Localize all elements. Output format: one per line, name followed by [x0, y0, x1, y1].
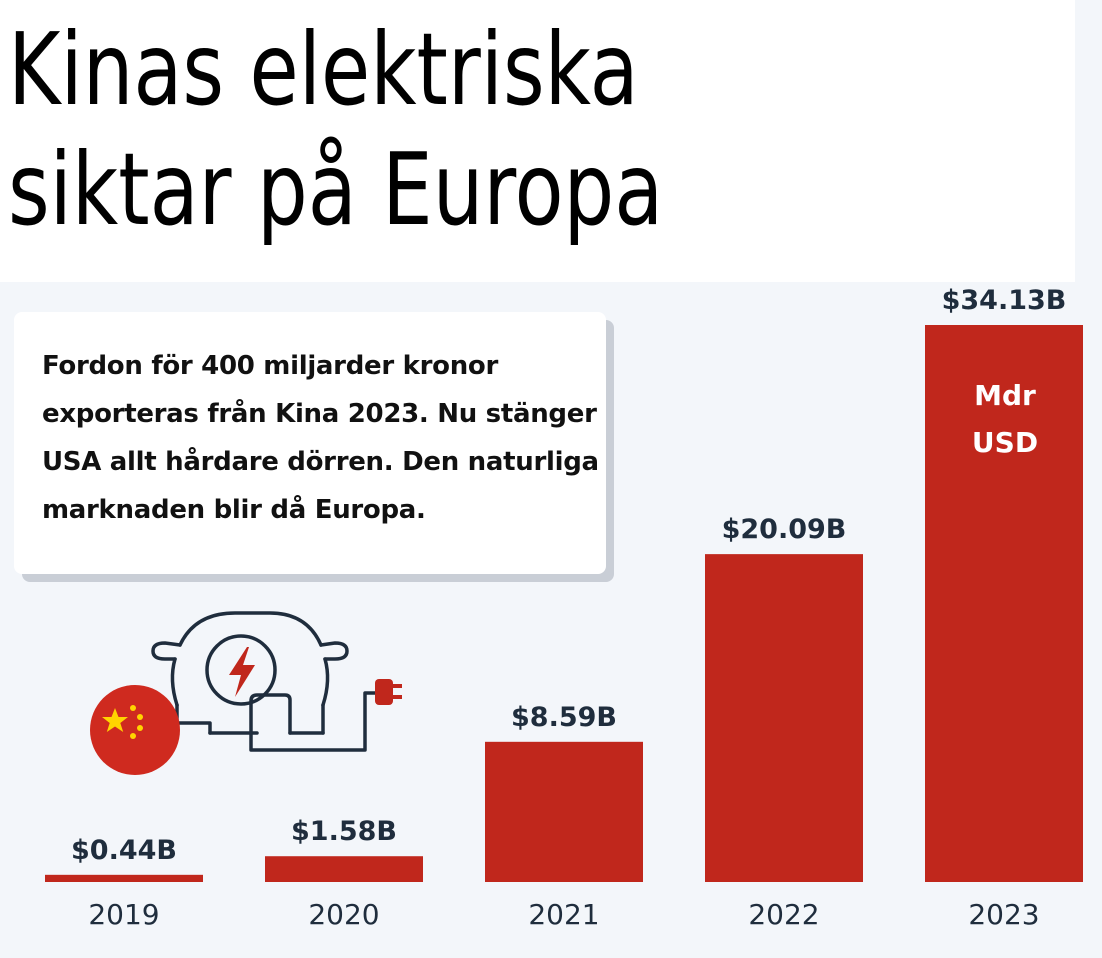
x-tick-label-2021: 2021 [528, 898, 599, 931]
unit-label-line-1: Mdr [974, 379, 1036, 412]
x-tick-label-2022: 2022 [748, 898, 819, 931]
ev-charging-illustration [90, 611, 402, 775]
title-line-2: siktar på Europa [8, 131, 664, 248]
x-tick-label-2019: 2019 [88, 898, 159, 931]
value-label-2021: $8.59B [511, 702, 617, 733]
bar-2023 [925, 325, 1083, 882]
value-label-2020: $1.58B [291, 816, 397, 847]
value-label-2023: $34.13B [942, 285, 1067, 316]
x-tick-label-2020: 2020 [308, 898, 379, 931]
bars-group: $0.44B 2019 $1.58B 2020 $8.59B 2021 $20.09B 202… [45, 285, 1083, 931]
header: Kinas elektriska siktar på Europa [0, 0, 1075, 282]
lightning-bolt-icon [205, 634, 277, 706]
x-tick-label-2023: 2023 [968, 898, 1039, 931]
value-label-2022: $20.09B [722, 514, 847, 545]
bar-2019 [45, 874, 203, 882]
bar-2021 [485, 741, 643, 882]
info-box: Fordon för 400 miljarder kronor exporter… [14, 312, 606, 574]
plug-icon [375, 679, 402, 705]
info-box-text: Fordon för 400 miljarder kronor exporter… [42, 351, 599, 525]
bar-2022 [705, 554, 863, 882]
unit-label-line-2: USD [972, 426, 1038, 459]
value-label-2019: $0.44B [71, 835, 177, 866]
china-flag-icon [90, 685, 180, 775]
car-outline-icon [151, 611, 382, 752]
bar-2020 [265, 856, 423, 882]
unit-label: Mdr USD [972, 379, 1038, 459]
title-line-1: Kinas elektriska [8, 11, 639, 128]
